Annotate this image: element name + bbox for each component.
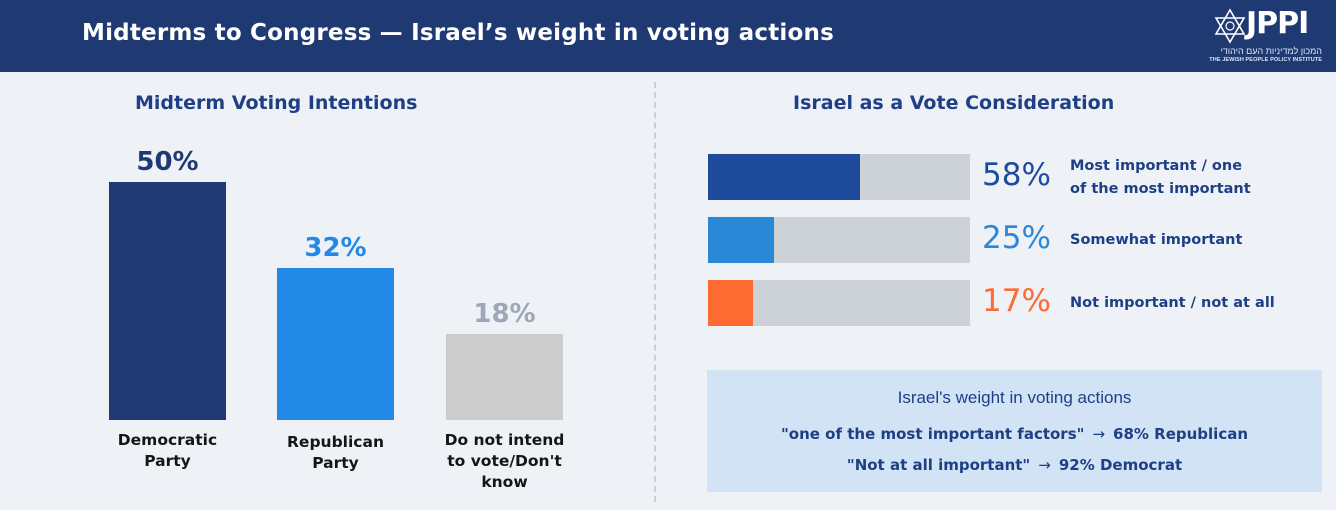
category-label: Most important / one of the most importan… [1070,158,1251,197]
bar-value-label: 50% [136,147,199,177]
left-chart-title: Midterm Voting Intentions [135,92,418,114]
insight-line1-text: "one of the most important factors" [780,425,1085,443]
bar-track [708,280,970,326]
insight-line-republican: "one of the most important factors" → 68% … [707,425,1322,443]
bar-track [708,217,970,263]
insight-line-democrat: "Not at all important" → 92% Democrat [707,456,1322,474]
bar-value-label: 58% [982,157,1051,193]
category-label: Republican Party [287,433,384,472]
bar-value-label: 17% [982,283,1051,319]
bar-2 [708,217,774,263]
insight-box: Israel's weight in voting actions "one o… [707,370,1322,492]
right-chart-title: Israel as a Vote Consideration [793,92,1115,114]
insight-line1-value: 68% Republican [1113,425,1249,443]
star-of-david-icon [1214,8,1246,44]
bar-3 [708,280,753,326]
logo-hebrew-text: המכון למדיניות העם היהודי [1220,46,1322,56]
category-label: Somewhat important [1070,232,1243,248]
panel-divider [654,82,656,502]
arrow-right-icon: → [1092,425,1106,443]
bar-1 [109,182,226,420]
bar-3 [446,334,563,420]
logo-english-text: THE JEWISH PEOPLE POLICY INSTITUTE [1209,57,1322,63]
insight-line2-value: 92% Democrat [1058,456,1183,474]
bar-2 [277,267,394,420]
header-bar: Midterms to Congress — Israel’s weight i… [0,0,1336,72]
page-title: Midterms to Congress — Israel’s weight i… [82,20,834,46]
bar-1 [708,154,860,200]
jppi-logo: JPPI המכון למדיניות העם היהודי THE JEWIS… [1209,6,1330,66]
bar-track [708,154,970,200]
insight-line2-text: "Not at all important" [846,456,1031,474]
insight-title: Israel's weight in voting actions [897,388,1132,407]
category-label: Not important / not at all [1070,295,1275,311]
category-label: Democratic Party [117,431,218,470]
arrow-right-icon: → [1038,456,1051,474]
logo-text: JPPI [1246,6,1309,41]
bar-value-label: 25% [982,220,1051,256]
bar-value-label: 18% [473,299,536,330]
category-label: Do not intend to vote/Don't know [444,431,565,491]
bar-value-label: 32% [304,232,367,263]
